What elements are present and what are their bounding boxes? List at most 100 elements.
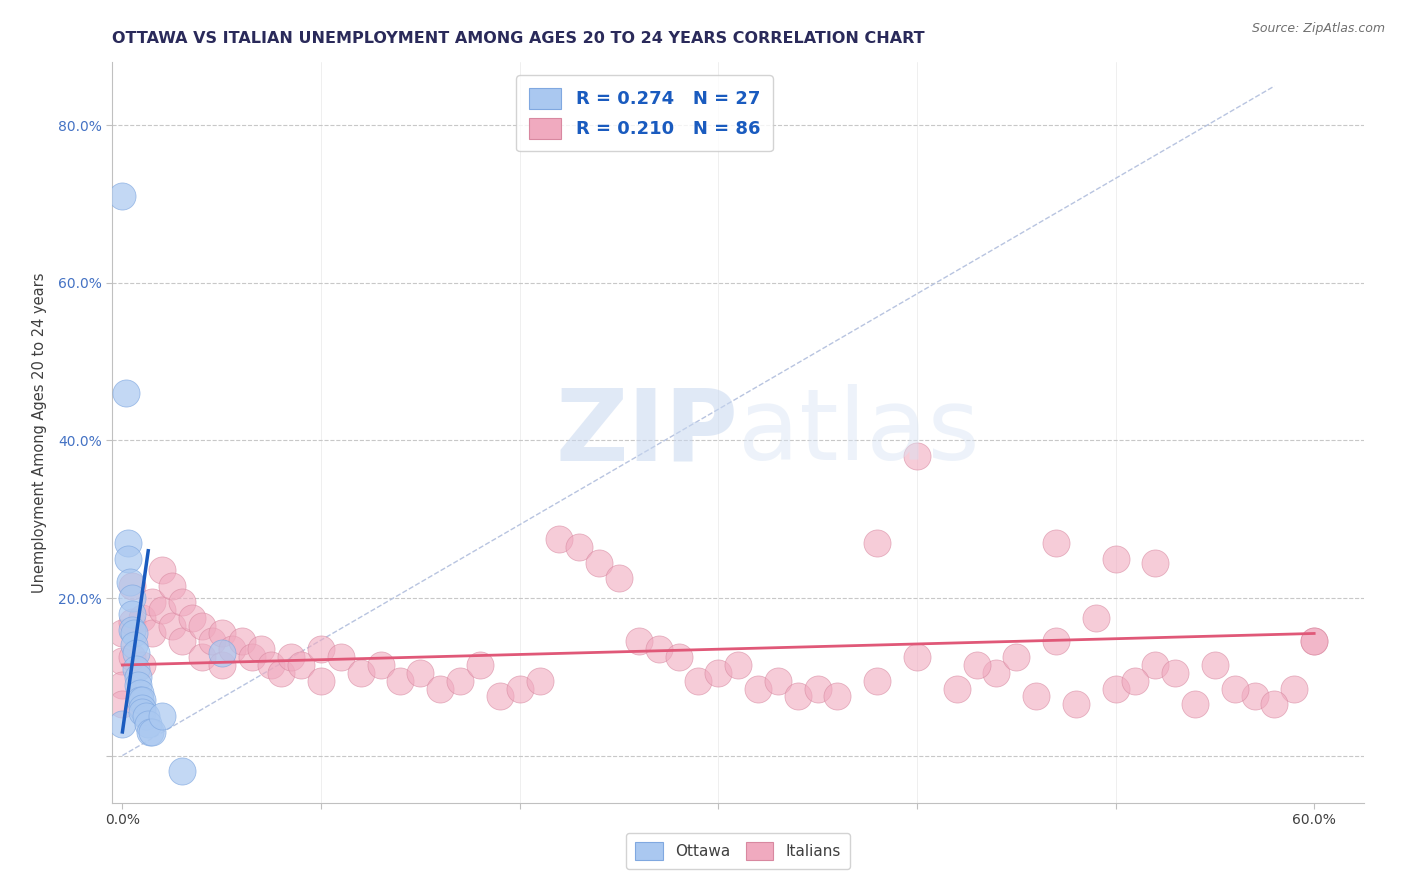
Point — [131, 611, 153, 625]
Point — [905, 449, 928, 463]
Point — [211, 646, 233, 660]
Point — [409, 665, 432, 680]
Point — [1204, 657, 1226, 672]
Point — [111, 698, 134, 712]
Point — [120, 575, 142, 590]
Point — [1144, 556, 1167, 570]
Point — [111, 717, 134, 731]
Point — [160, 579, 183, 593]
Point — [668, 650, 690, 665]
Point — [191, 650, 214, 665]
Text: ZIP: ZIP — [555, 384, 738, 481]
Point — [121, 650, 143, 665]
Point — [127, 670, 149, 684]
Point — [966, 657, 988, 672]
Point — [1263, 698, 1285, 712]
Point — [139, 725, 162, 739]
Point — [1125, 673, 1147, 688]
Point — [1184, 698, 1206, 712]
Point — [117, 536, 139, 550]
Y-axis label: Unemployment Among Ages 20 to 24 years: Unemployment Among Ages 20 to 24 years — [32, 272, 46, 593]
Point — [548, 532, 571, 546]
Point — [786, 690, 808, 704]
Point — [529, 673, 551, 688]
Point — [588, 556, 610, 570]
Point — [124, 626, 146, 640]
Point — [150, 603, 173, 617]
Text: atlas: atlas — [738, 384, 980, 481]
Point — [866, 673, 889, 688]
Point — [1064, 698, 1087, 712]
Point — [260, 657, 283, 672]
Point — [707, 665, 730, 680]
Point — [449, 673, 471, 688]
Point — [129, 693, 152, 707]
Point — [727, 657, 749, 672]
Point — [747, 681, 769, 696]
Point — [211, 626, 233, 640]
Point — [866, 536, 889, 550]
Point — [309, 673, 332, 688]
Point — [1243, 690, 1265, 704]
Point — [1084, 611, 1107, 625]
Point — [270, 665, 292, 680]
Point — [121, 615, 143, 629]
Point — [191, 618, 214, 632]
Point — [1284, 681, 1306, 696]
Point — [1104, 551, 1126, 566]
Point — [1164, 665, 1187, 680]
Point — [170, 764, 193, 779]
Point — [121, 607, 143, 621]
Text: Source: ZipAtlas.com: Source: ZipAtlas.com — [1251, 22, 1385, 36]
Point — [350, 665, 373, 680]
Point — [141, 725, 163, 739]
Point — [129, 685, 152, 699]
Point — [468, 657, 491, 672]
Point — [170, 634, 193, 648]
Point — [170, 595, 193, 609]
Point — [250, 642, 273, 657]
Point — [1045, 634, 1067, 648]
Point — [111, 678, 134, 692]
Point — [160, 618, 183, 632]
Point — [329, 650, 352, 665]
Point — [290, 657, 312, 672]
Point — [125, 662, 148, 676]
Point — [1144, 657, 1167, 672]
Point — [1025, 690, 1047, 704]
Point — [181, 611, 204, 625]
Point — [150, 564, 173, 578]
Point — [627, 634, 650, 648]
Point — [135, 709, 157, 723]
Legend: Ottawa, Italians: Ottawa, Italians — [626, 833, 851, 869]
Point — [111, 626, 134, 640]
Point — [568, 540, 591, 554]
Point — [688, 673, 710, 688]
Point — [807, 681, 830, 696]
Point — [488, 690, 510, 704]
Point — [1045, 536, 1067, 550]
Point — [121, 623, 143, 637]
Point — [1223, 681, 1246, 696]
Point — [117, 551, 139, 566]
Point — [211, 657, 233, 672]
Point — [141, 595, 163, 609]
Point — [389, 673, 412, 688]
Point — [240, 650, 263, 665]
Point — [766, 673, 789, 688]
Point — [1005, 650, 1028, 665]
Point — [131, 701, 153, 715]
Point — [201, 634, 224, 648]
Point — [136, 717, 159, 731]
Point — [125, 646, 148, 660]
Point — [309, 642, 332, 657]
Point — [111, 654, 134, 668]
Text: OTTAWA VS ITALIAN UNEMPLOYMENT AMONG AGES 20 TO 24 YEARS CORRELATION CHART: OTTAWA VS ITALIAN UNEMPLOYMENT AMONG AGE… — [112, 31, 925, 46]
Point — [131, 657, 153, 672]
Point — [945, 681, 967, 696]
Point — [121, 579, 143, 593]
Point — [607, 571, 630, 585]
Point — [131, 693, 153, 707]
Point — [827, 690, 849, 704]
Point — [1303, 634, 1326, 648]
